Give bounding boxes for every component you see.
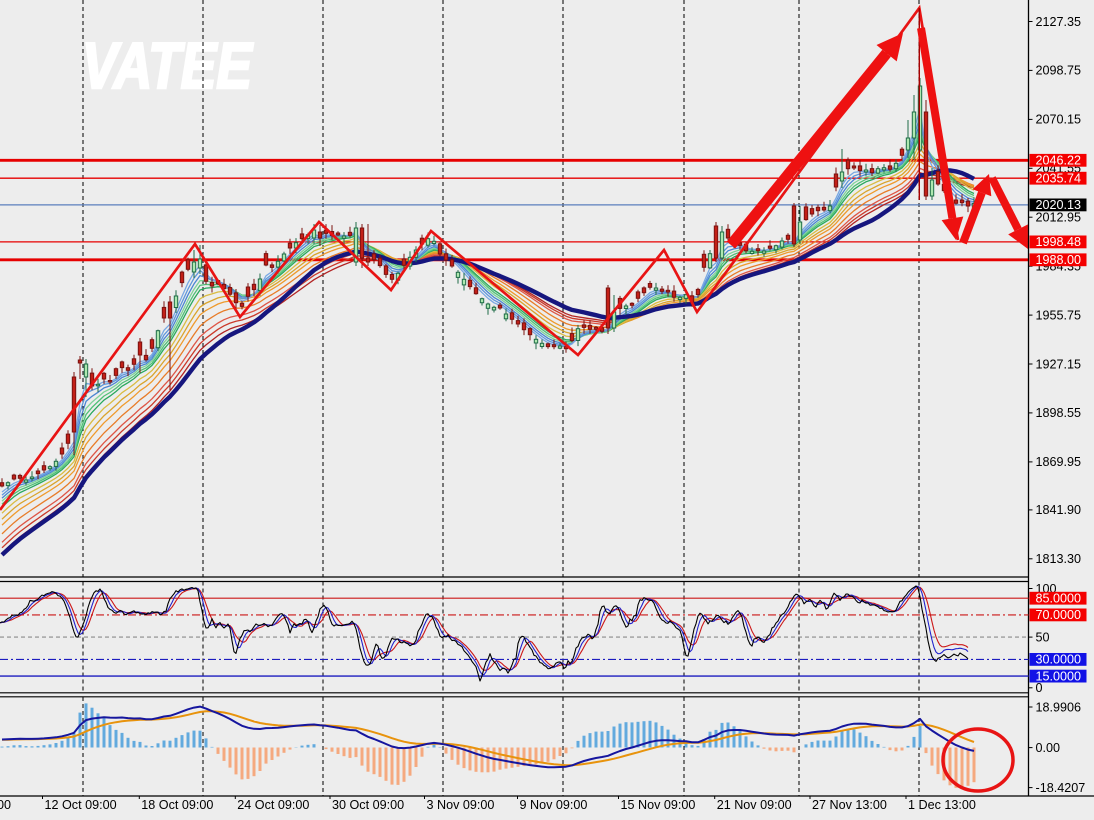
svg-text:2046.22: 2046.22 — [1036, 154, 1082, 168]
svg-text:1927.15: 1927.15 — [1036, 357, 1082, 371]
svg-text:1988.00: 1988.00 — [1036, 253, 1082, 267]
svg-text:70.0000: 70.0000 — [1036, 608, 1082, 622]
svg-text:0.00: 0.00 — [1036, 741, 1061, 755]
svg-text:27 Nov 13:00: 27 Nov 13:00 — [812, 798, 887, 812]
svg-text:-18.4207: -18.4207 — [1036, 781, 1086, 795]
svg-text:3 Nov 09:00: 3 Nov 09:00 — [427, 798, 495, 812]
svg-text:24 Oct 09:00: 24 Oct 09:00 — [237, 798, 309, 812]
svg-text:85.0000: 85.0000 — [1036, 592, 1082, 606]
svg-text:0: 0 — [1036, 681, 1043, 695]
svg-text:30 Oct 09:00: 30 Oct 09:00 — [332, 798, 404, 812]
svg-text:12 Oct 09:00: 12 Oct 09:00 — [45, 798, 117, 812]
svg-text:2012.95: 2012.95 — [1036, 211, 1082, 225]
svg-text:1898.55: 1898.55 — [1036, 406, 1082, 420]
svg-text:30.0000: 30.0000 — [1036, 653, 1082, 667]
svg-text:2098.75: 2098.75 — [1036, 64, 1082, 78]
svg-text:1813.30: 1813.30 — [1036, 552, 1082, 566]
svg-text:9 Nov 09:00: 9 Nov 09:00 — [520, 798, 588, 812]
svg-text:18.9906: 18.9906 — [1036, 700, 1082, 714]
svg-text:18 Oct 09:00: 18 Oct 09:00 — [141, 798, 213, 812]
svg-text:1 Dec 13:00: 1 Dec 13:00 — [908, 798, 976, 812]
svg-text:00: 00 — [0, 798, 11, 812]
svg-text:15.0000: 15.0000 — [1036, 669, 1082, 683]
svg-text:1955.75: 1955.75 — [1036, 308, 1082, 322]
svg-text:15 Nov 09:00: 15 Nov 09:00 — [621, 798, 696, 812]
svg-text:2035.74: 2035.74 — [1036, 172, 1082, 186]
svg-text:2127.35: 2127.35 — [1036, 15, 1082, 29]
svg-text:1841.90: 1841.90 — [1036, 503, 1082, 517]
svg-text:21 Nov 09:00: 21 Nov 09:00 — [717, 798, 792, 812]
svg-text:50: 50 — [1036, 630, 1050, 644]
svg-text:1998.48: 1998.48 — [1036, 235, 1082, 249]
svg-text:2020.13: 2020.13 — [1036, 198, 1082, 212]
svg-text:2070.15: 2070.15 — [1036, 113, 1082, 127]
svg-text:VATEE: VATEE — [82, 29, 253, 102]
svg-text:1869.95: 1869.95 — [1036, 455, 1082, 469]
